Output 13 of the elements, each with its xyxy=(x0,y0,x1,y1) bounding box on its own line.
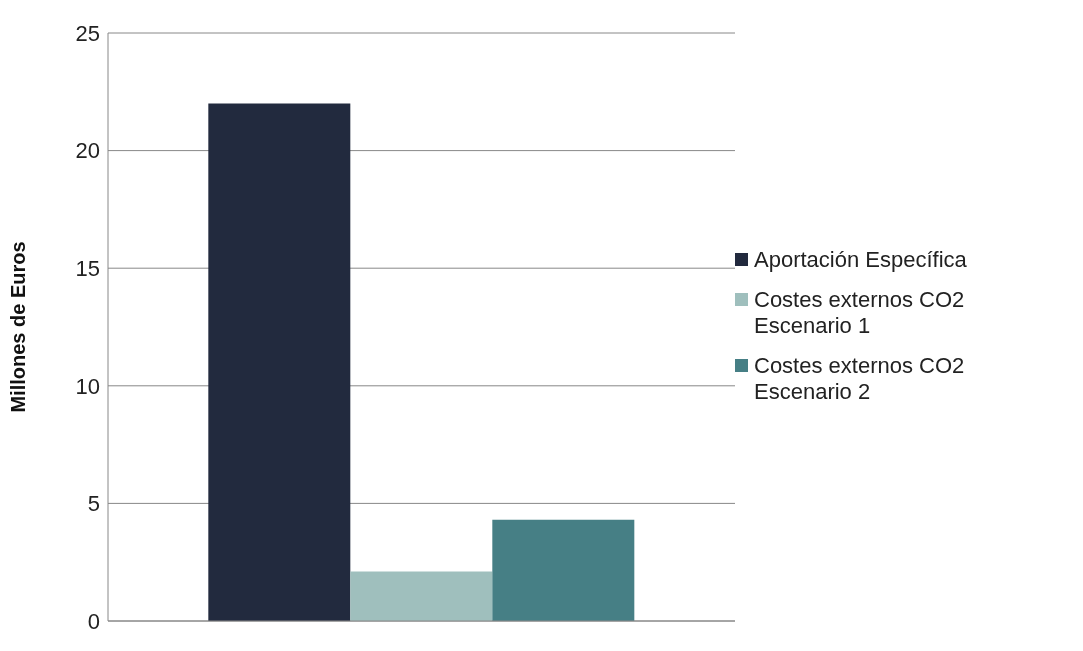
legend-label: Aportación Específica xyxy=(754,246,968,273)
y-tick-label: 5 xyxy=(87,491,100,517)
legend-label: Costes externos CO2 Escenario 1 xyxy=(754,286,966,339)
bar xyxy=(350,571,493,621)
bar xyxy=(208,103,351,621)
bar xyxy=(492,519,635,621)
y-tick-label: 15 xyxy=(75,256,100,282)
y-axis-title: Millones de Euros xyxy=(7,241,30,413)
y-tick-label: 0 xyxy=(87,608,100,634)
y-tick-label: 10 xyxy=(75,373,100,399)
y-tick-label: 20 xyxy=(75,138,100,164)
legend-label: Costes externos CO2 Escenario 2 xyxy=(754,352,966,405)
y-tick-label: 25 xyxy=(75,20,100,46)
